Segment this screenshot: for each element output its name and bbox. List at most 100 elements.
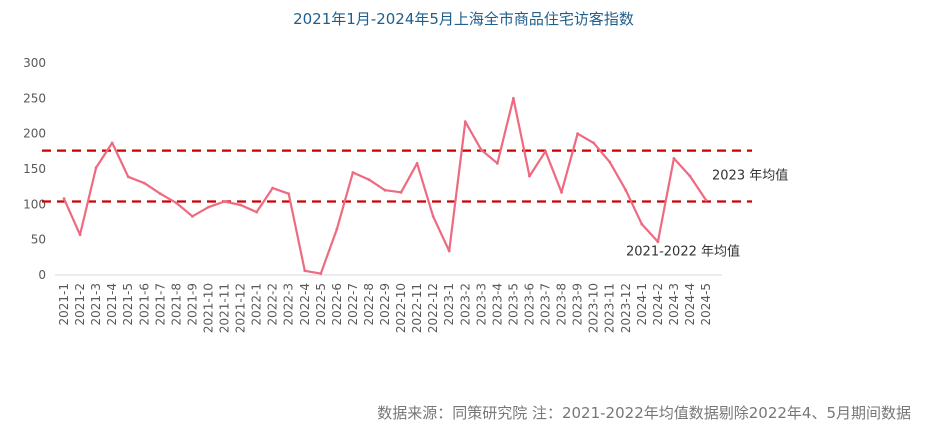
data-point [704, 198, 708, 202]
reference-line-label: 2021-2022 年均值 [626, 244, 740, 260]
x-tick-label: 2022-4 [298, 283, 312, 326]
data-point [303, 269, 307, 273]
x-tick-label: 2022-10 [394, 283, 408, 333]
x-tick-label: 2021-11 [218, 283, 232, 333]
x-tick-label: 2023-9 [571, 283, 585, 326]
data-point [608, 160, 612, 164]
data-point [415, 161, 419, 165]
x-tick-label: 2023-12 [619, 283, 633, 333]
data-point [688, 174, 692, 178]
data-point [463, 120, 467, 124]
data-point [351, 171, 355, 174]
x-tick-label: 2022-9 [378, 283, 392, 326]
x-tick-label: 2022-6 [330, 283, 344, 326]
x-tick-label: 2021-8 [169, 283, 183, 326]
data-point [592, 141, 596, 145]
reference-lines [42, 149, 752, 203]
reference-labels: 2023 年均值 2021-2022 年均值 [626, 168, 788, 260]
source-note: 数据来源：同策研究院 注：2021-2022年均值数据剔除2022年4、5月期间… [377, 404, 911, 422]
x-tick-label: 2022-7 [346, 283, 360, 326]
x-tick-label: 2021-7 [153, 283, 167, 326]
data-point [271, 186, 275, 190]
x-tick-label: 2024-3 [667, 283, 681, 326]
data-point [576, 132, 579, 136]
x-tick-label: 2023-6 [522, 283, 536, 326]
x-tick-label: 2021-10 [201, 283, 215, 333]
x-tick-label: 2024-4 [683, 283, 697, 326]
x-tick-label: 2022-5 [314, 283, 328, 326]
x-tick-label: 2023-5 [506, 283, 520, 326]
x-tick-label: 2021-5 [121, 283, 135, 326]
data-point [560, 190, 563, 194]
data-point [640, 222, 644, 226]
x-tick-label: 2021-6 [137, 283, 151, 326]
data-point [495, 161, 499, 165]
chart-title: 2021年1月-2024年5月上海全市商品住宅访客指数 [293, 10, 634, 28]
x-tick-label: 2021-1 [57, 283, 71, 326]
data-point [383, 188, 387, 192]
data-point [255, 210, 258, 214]
y-tick-label: 0 [38, 268, 46, 282]
series-points [62, 96, 708, 275]
data-point [447, 249, 451, 253]
data-point [431, 214, 435, 218]
data-point [319, 272, 323, 275]
x-tick-label: 2021-3 [89, 283, 103, 326]
data-point [672, 157, 676, 160]
data-point [367, 178, 371, 182]
x-tick-label: 2023-3 [474, 283, 488, 326]
data-point [479, 148, 483, 152]
data-point [62, 197, 66, 201]
x-tick-label: 2022-3 [282, 283, 296, 326]
x-tick-label: 2021-12 [234, 283, 248, 333]
series-line [62, 97, 708, 275]
data-point [142, 181, 146, 185]
data-point [399, 190, 403, 194]
y-tick-label: 200 [23, 127, 46, 141]
data-point [223, 200, 226, 203]
x-tick-label: 2022-11 [410, 283, 424, 333]
reference-line-label: 2023 年均值 [712, 168, 788, 184]
x-tick-label: 2022-12 [426, 283, 440, 333]
x-axis-ticks: 2021-1 2021-2 2021-3 2021-4 2021-5 2021-6 2021… [57, 283, 713, 333]
data-point [287, 192, 291, 196]
x-tick-label: 2023-10 [587, 283, 601, 333]
data-point [656, 240, 660, 244]
x-tick-label: 2023-1 [442, 283, 456, 326]
x-tick-label: 2023-2 [458, 283, 472, 326]
data-point [174, 201, 178, 205]
y-tick-label: 150 [23, 162, 46, 176]
y-tick-label: 250 [23, 91, 46, 105]
x-tick-label: 2023-11 [603, 283, 617, 333]
x-tick-label: 2024-2 [651, 283, 665, 326]
y-tick-label: 50 [31, 233, 46, 247]
data-point [110, 141, 114, 145]
x-tick-label: 2021-4 [105, 283, 119, 326]
x-tick-label: 2021-9 [185, 283, 199, 326]
data-point [158, 192, 162, 196]
x-tick-label: 2023-4 [490, 283, 504, 326]
y-tick-label: 100 [23, 197, 46, 211]
x-tick-label: 2022-1 [250, 283, 264, 326]
y-tick-label: 300 [23, 56, 46, 70]
x-tick-label: 2021-2 [73, 283, 87, 326]
x-tick-label: 2023-7 [539, 283, 553, 326]
x-tick-label: 2022-2 [266, 283, 280, 326]
data-point [94, 166, 98, 169]
data-point [239, 203, 242, 207]
x-tick-label: 2022-8 [362, 283, 376, 326]
x-tick-label: 2024-1 [635, 283, 649, 326]
data-point [624, 188, 628, 192]
data-point [528, 174, 531, 178]
data-point [126, 175, 130, 179]
data-point [335, 227, 339, 231]
data-point [207, 205, 210, 209]
data-point [78, 233, 82, 237]
x-tick-label: 2023-8 [555, 283, 569, 326]
x-tick-label: 2024-5 [699, 283, 713, 326]
data-point [512, 96, 515, 100]
data-point [191, 214, 194, 218]
y-axis-ticks: 0 50 100 150 200 250 300 [23, 56, 46, 282]
data-point [544, 149, 547, 153]
